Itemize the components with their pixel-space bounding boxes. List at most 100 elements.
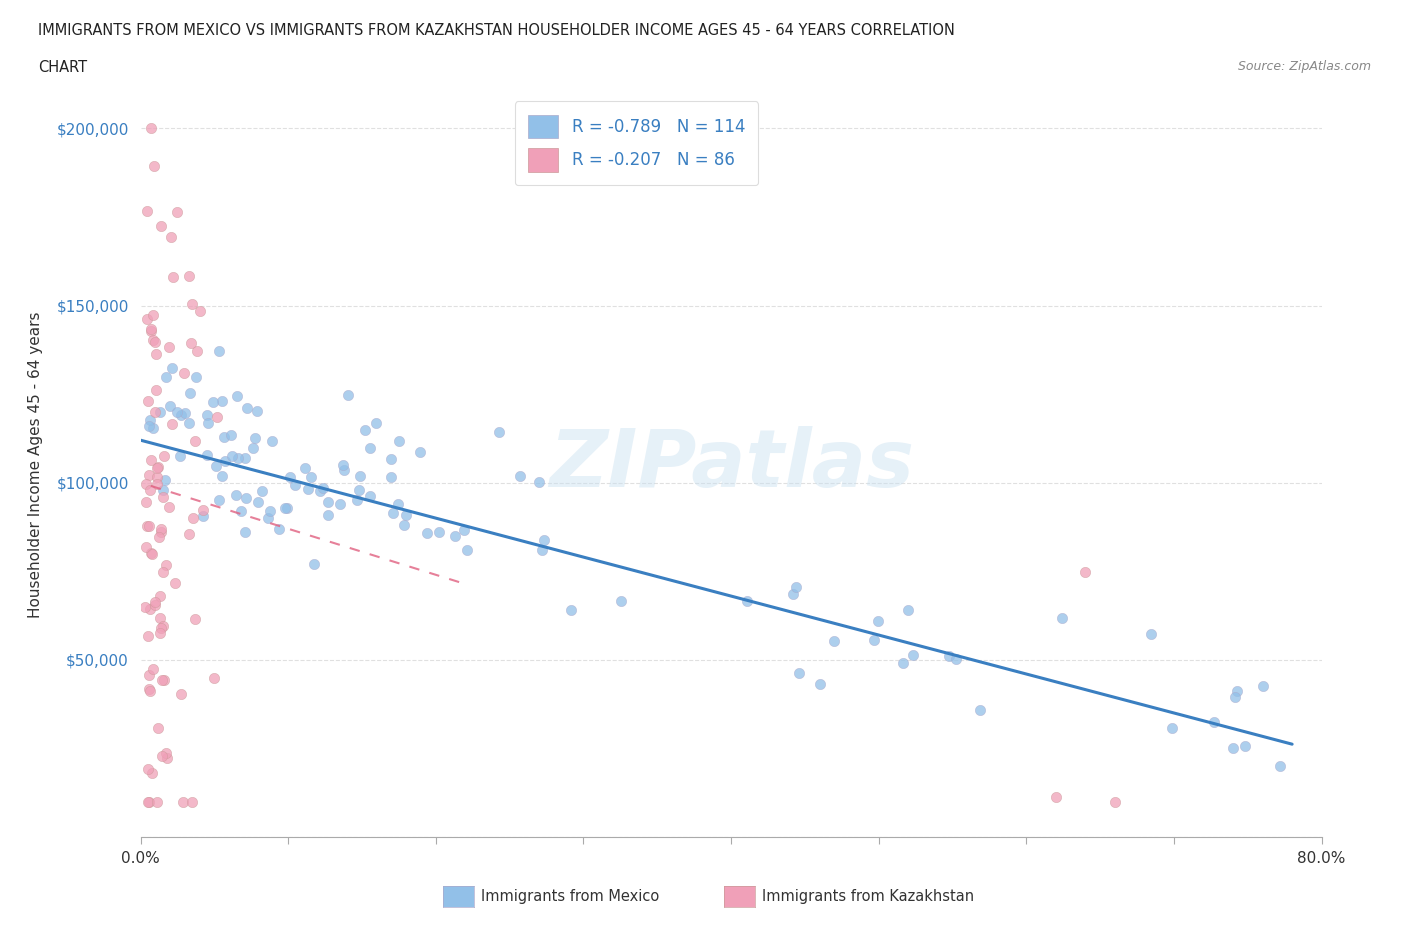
Point — [863, 632, 886, 647]
Point — [139, 121, 162, 136]
Point — [242, 441, 264, 456]
Point — [349, 468, 371, 483]
Point — [172, 794, 194, 809]
Point — [787, 666, 810, 681]
Point — [533, 533, 555, 548]
Point — [183, 612, 205, 627]
Point — [897, 603, 920, 618]
Point — [155, 745, 177, 760]
Point — [191, 502, 214, 517]
Point — [347, 483, 370, 498]
Point — [136, 629, 159, 644]
Point — [444, 529, 467, 544]
Point — [163, 576, 186, 591]
Point — [148, 721, 170, 736]
Point — [823, 634, 845, 649]
Point — [149, 219, 172, 233]
Point — [138, 519, 160, 534]
Point — [211, 393, 233, 408]
Point — [415, 526, 437, 541]
Point — [214, 454, 236, 469]
Point — [205, 409, 228, 424]
Text: ZIPatlas: ZIPatlas — [548, 426, 914, 504]
Point — [609, 594, 631, 609]
Point — [139, 602, 162, 617]
Point — [143, 334, 166, 349]
Point — [1204, 714, 1226, 729]
Point — [150, 521, 173, 536]
Point — [186, 343, 208, 358]
Point — [173, 366, 195, 381]
Point — [260, 434, 283, 449]
Point — [152, 565, 174, 579]
Point — [359, 488, 381, 503]
Point — [141, 547, 163, 562]
Point — [395, 508, 418, 523]
Point — [148, 459, 170, 474]
Text: CHART: CHART — [38, 60, 87, 75]
Point — [233, 451, 256, 466]
Point — [169, 448, 191, 463]
Point — [162, 270, 184, 285]
Point — [166, 205, 188, 219]
Point — [488, 425, 510, 440]
Point — [174, 405, 197, 420]
Point — [152, 619, 174, 634]
Point — [156, 751, 179, 765]
Point — [177, 268, 200, 283]
Point — [945, 652, 967, 667]
Point — [193, 509, 215, 524]
Point — [228, 450, 250, 465]
Point — [259, 504, 281, 519]
Point — [509, 468, 531, 483]
Point — [392, 518, 415, 533]
Point — [149, 625, 172, 640]
Point — [337, 388, 360, 403]
Point — [136, 393, 159, 408]
Text: Source: ZipAtlas.com: Source: ZipAtlas.com — [1237, 60, 1371, 73]
Point — [180, 336, 202, 351]
Point — [139, 483, 162, 498]
Point — [142, 332, 165, 347]
Point — [141, 766, 163, 781]
Point — [139, 324, 162, 339]
Point — [1226, 684, 1249, 698]
Point — [162, 417, 184, 432]
Point — [207, 344, 229, 359]
Point — [1104, 794, 1126, 809]
Point — [166, 405, 188, 419]
Point — [179, 416, 201, 431]
Point — [245, 431, 267, 445]
Point — [153, 672, 176, 687]
Point — [135, 494, 157, 509]
Point — [1161, 720, 1184, 735]
Point — [1045, 790, 1067, 804]
Point — [170, 408, 193, 423]
Point — [153, 472, 176, 487]
Point — [969, 702, 991, 717]
Point — [1050, 611, 1073, 626]
Point — [247, 495, 270, 510]
Point — [1223, 689, 1246, 704]
Point — [142, 421, 165, 436]
Point — [145, 470, 167, 485]
Point — [782, 587, 804, 602]
Point — [149, 405, 172, 419]
Point — [299, 470, 322, 485]
Point — [1140, 627, 1163, 642]
Point — [208, 492, 231, 507]
Point — [146, 477, 169, 492]
Point — [142, 308, 165, 323]
Text: IMMIGRANTS FROM MEXICO VS IMMIGRANTS FROM KAZAKHSTAN HOUSEHOLDER INCOME AGES 45 : IMMIGRANTS FROM MEXICO VS IMMIGRANTS FRO… — [38, 23, 955, 38]
Point — [309, 484, 332, 498]
Point — [136, 794, 159, 809]
Point — [267, 522, 290, 537]
Point — [155, 558, 177, 573]
Point — [138, 667, 160, 682]
Point — [810, 676, 832, 691]
Point — [138, 682, 160, 697]
Point — [527, 474, 550, 489]
Point — [1268, 758, 1291, 773]
Point — [143, 598, 166, 613]
Point — [735, 593, 758, 608]
